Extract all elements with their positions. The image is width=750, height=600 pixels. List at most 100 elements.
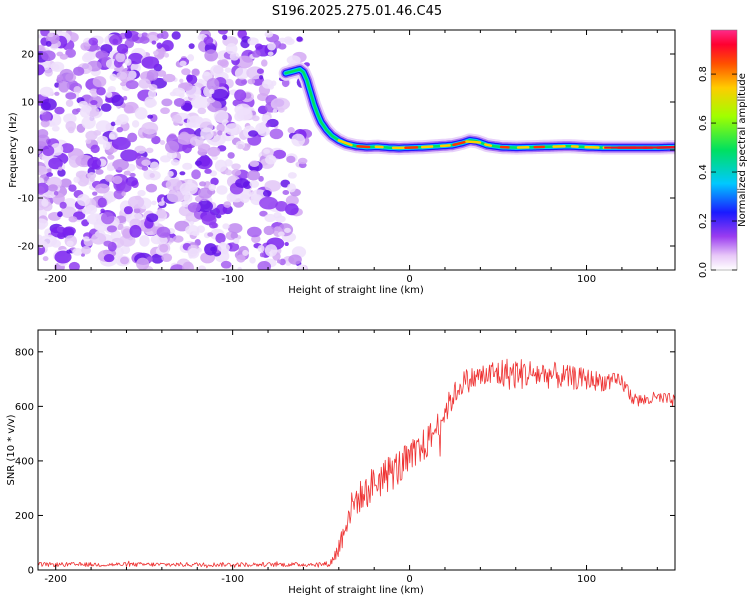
noise-speckle [137,189,146,197]
noise-speckle [198,147,204,153]
noise-speckle [265,154,277,165]
noise-speckle [96,135,109,145]
y-tick-label: 800 [15,347,34,358]
noise-speckle [225,43,238,55]
noise-speckle [46,172,53,177]
noise-speckle [83,236,90,241]
noise-speckle [94,183,110,194]
noise-speckle [151,40,157,45]
noise-speckle [270,97,290,111]
noise-speckle [191,68,200,76]
noise-speckle [38,129,49,139]
noise-speckle [237,266,242,270]
noise-speckle [38,34,43,39]
noise-speckle [244,92,252,99]
noise-speckle [296,36,303,42]
noise-speckle [234,66,250,80]
noise-speckle [247,78,256,85]
noise-speckle [109,34,123,46]
noise-speckle [208,88,215,95]
noise-speckle [206,77,220,91]
noise-speckle [59,68,74,82]
noise-speckle [225,169,233,176]
noise-speckle [60,178,72,188]
chart-title: S196.2025.275.01.46.C45 [272,4,442,19]
ridge-peak-segment [439,144,451,148]
noise-speckle [120,149,138,162]
noise-speckle [112,158,129,171]
snr-panel: -200 -100 0 100 0 200 400 600 800 Height of stra… [6,329,676,596]
noise-speckle [40,119,50,128]
noise-speckle [179,60,187,67]
x-tick-label: 100 [577,574,596,585]
noise-speckle [54,106,65,115]
noise-speckle [134,152,142,159]
noise-speckle [201,214,217,226]
noise-speckle [81,116,96,130]
noise-speckle [286,155,296,164]
noise-speckle [171,31,181,40]
noise-speckle [186,115,204,128]
noise-speckle [53,190,59,196]
x-tick-label: -100 [221,274,244,285]
snr-line [38,358,675,569]
noise-speckle [80,42,91,51]
noise-speckle [161,253,173,262]
noise-speckle [81,219,90,227]
noise-speckle [38,186,45,195]
noise-speckle [222,223,230,230]
y-tick-label: 600 [15,402,34,413]
noise-speckle [161,40,174,52]
noise-speckle [189,136,204,147]
noise-speckle [65,92,77,100]
noise-speckle [249,257,256,264]
noise-speckle [38,165,48,176]
noise-speckle [38,149,41,155]
noise-speckle [116,126,124,133]
noise-speckle [291,133,306,147]
noise-speckle [65,48,76,58]
noise-speckle [166,190,183,203]
noise-speckle [81,53,93,63]
noise-speckle [156,226,171,238]
noise-speckle [131,120,140,128]
noise-speckle [215,214,222,219]
noise-speckle [72,248,83,256]
noise-speckle [259,75,264,80]
noise-speckle [237,30,247,38]
noise-speckle [190,96,210,109]
noise-speckle [197,265,206,270]
y-tick-label: -10 [18,194,34,205]
noise-speckle [278,43,287,50]
noise-speckle [73,66,85,76]
noise-speckle [95,169,104,175]
noise-speckle [156,208,167,219]
noise-speckle [181,68,191,76]
noise-speckle [152,50,159,56]
noise-speckle [264,180,281,192]
noise-speckle [181,200,189,208]
noise-speckle [249,160,260,167]
noise-speckle [187,54,195,62]
frequency-ridge-layer [278,62,675,156]
noise-speckle [41,98,57,111]
noise-speckle [200,127,214,141]
noise-speckle [286,183,297,193]
noise-speckle [128,52,144,65]
noise-speckle [197,78,204,84]
noise-speckle [179,78,184,83]
noise-speckle [159,243,169,253]
noise-speckle [91,232,107,245]
noise-speckle [67,126,75,134]
noise-speckle [213,109,229,123]
noise-speckle [138,78,151,89]
noise-speckle [288,254,302,265]
noise-speckle [226,192,237,203]
noise-speckle [115,52,126,63]
noise-speckle [224,67,232,73]
snr-x-axis-label: Height of straight line (km) [288,585,424,596]
noise-speckle [90,99,98,106]
snr-frame [37,329,676,571]
noise-speckle [48,157,63,170]
noise-speckle [92,191,98,196]
